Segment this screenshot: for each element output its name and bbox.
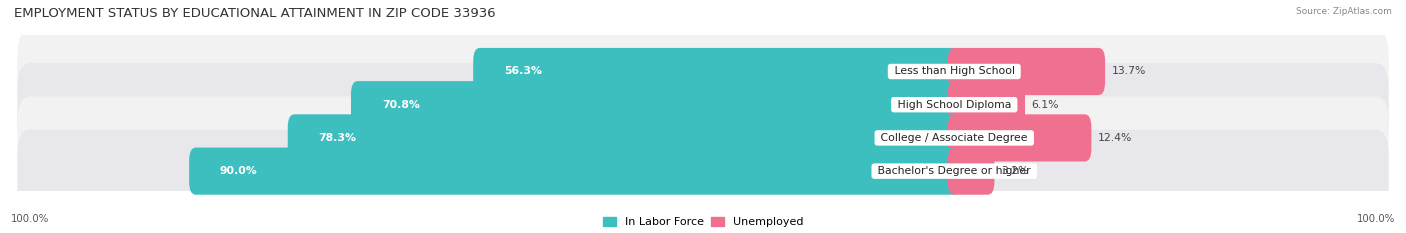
Text: High School Diploma: High School Diploma [894,100,1015,110]
FancyBboxPatch shape [948,147,994,195]
Text: 56.3%: 56.3% [503,66,541,76]
FancyBboxPatch shape [948,48,1105,95]
FancyBboxPatch shape [474,48,960,95]
Text: 100.0%: 100.0% [11,214,49,224]
Text: 100.0%: 100.0% [1357,214,1395,224]
Text: 90.0%: 90.0% [219,166,257,176]
FancyBboxPatch shape [17,130,1389,213]
Text: 70.8%: 70.8% [382,100,419,110]
FancyBboxPatch shape [190,147,960,195]
FancyBboxPatch shape [17,63,1389,146]
FancyBboxPatch shape [948,81,1025,128]
FancyBboxPatch shape [352,81,960,128]
Text: Source: ZipAtlas.com: Source: ZipAtlas.com [1296,7,1392,16]
Text: 78.3%: 78.3% [319,133,357,143]
Legend: In Labor Force, Unemployed: In Labor Force, Unemployed [603,217,803,227]
Text: 12.4%: 12.4% [1098,133,1132,143]
Text: College / Associate Degree: College / Associate Degree [877,133,1031,143]
Text: EMPLOYMENT STATUS BY EDUCATIONAL ATTAINMENT IN ZIP CODE 33936: EMPLOYMENT STATUS BY EDUCATIONAL ATTAINM… [14,7,496,20]
Text: Bachelor's Degree or higher: Bachelor's Degree or higher [875,166,1035,176]
Text: 13.7%: 13.7% [1112,66,1146,76]
FancyBboxPatch shape [948,114,1091,161]
Text: 6.1%: 6.1% [1032,100,1059,110]
FancyBboxPatch shape [288,114,960,161]
Text: Less than High School: Less than High School [890,66,1018,76]
FancyBboxPatch shape [17,30,1389,113]
FancyBboxPatch shape [17,96,1389,179]
Text: 3.2%: 3.2% [1001,166,1028,176]
